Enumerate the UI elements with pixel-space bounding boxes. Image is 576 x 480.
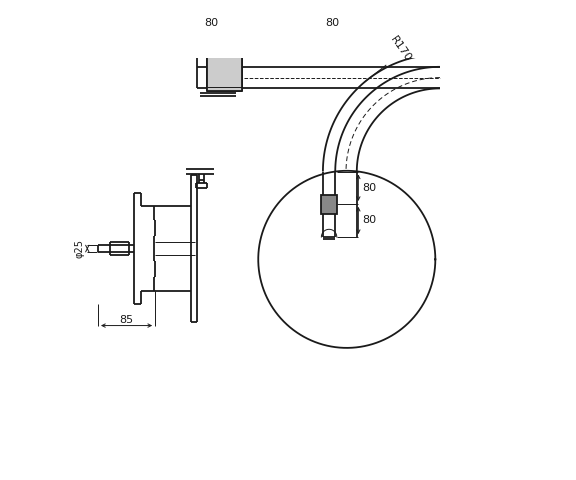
Bar — [207, 51, 242, 92]
Text: 80: 80 — [362, 216, 376, 226]
Text: 80: 80 — [325, 18, 339, 27]
Text: 80: 80 — [204, 18, 218, 27]
Text: R170: R170 — [388, 34, 412, 63]
Text: 85: 85 — [119, 315, 134, 325]
Text: 80: 80 — [362, 183, 376, 193]
Text: φ25: φ25 — [75, 239, 85, 258]
Bar — [321, 195, 337, 214]
